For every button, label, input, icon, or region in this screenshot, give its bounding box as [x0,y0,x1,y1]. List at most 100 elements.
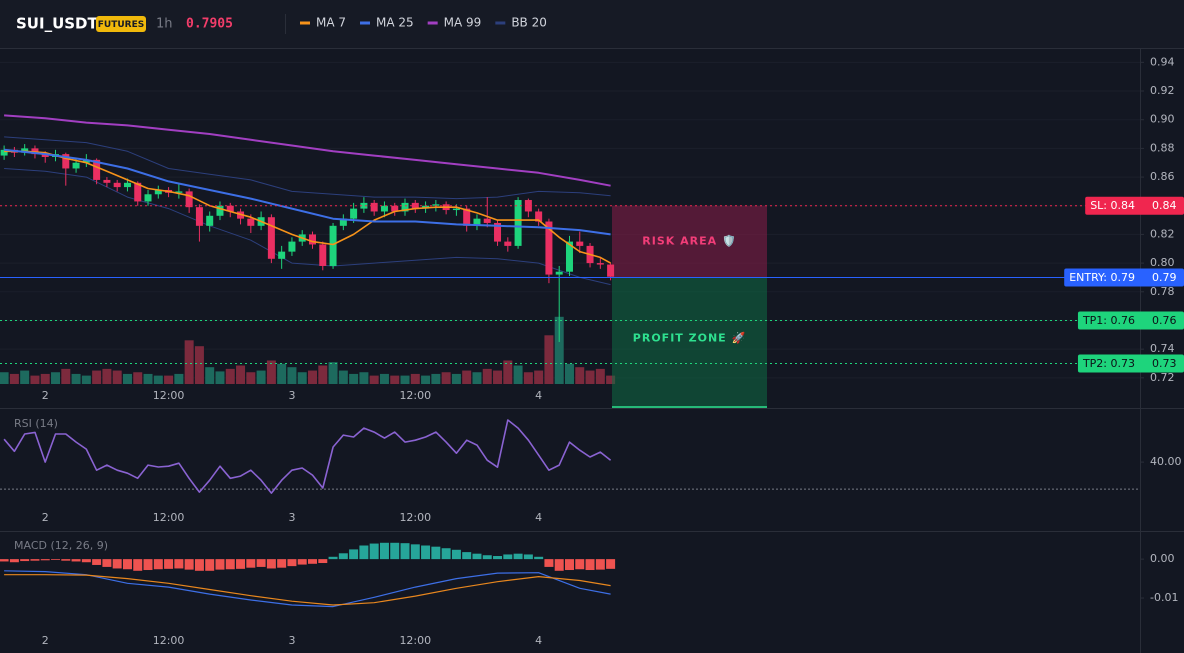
volume-bar [184,340,194,384]
macd-histogram [266,559,276,569]
interval: 1h [156,17,173,32]
volume-bar [297,372,307,384]
volume-bar [503,360,513,384]
x-tick-label: 2 [42,389,49,402]
macd-histogram [194,559,204,571]
volume-bar [20,370,30,384]
candle-body [360,202,368,209]
header-bar [0,0,1184,48]
candle-body [401,202,409,212]
candle-body [72,162,80,169]
volume-bar [338,370,348,384]
volume-bar [215,371,225,384]
x-tick-label: 3 [288,511,295,524]
macd-histogram [20,559,30,562]
candle-body [113,182,121,188]
macd-histogram [349,549,359,560]
volume-bar [277,363,287,384]
zone-label: RISK AREA 🛡️ [642,235,736,248]
x-tick-label: 3 [288,389,295,402]
volume-bar [328,362,338,384]
x-tick-label: 4 [535,634,542,647]
y-tick-label: 0.80 [1150,256,1175,269]
profit-zone [612,277,767,408]
candle-body [62,154,70,169]
volume-bar [307,370,317,384]
volume-bar [266,360,276,384]
volume-bar [81,375,91,384]
macd-histogram [554,559,564,571]
level-label: SL: 0.84 [1090,199,1135,212]
candle-body [134,182,142,202]
volume-bar [246,372,256,384]
macd-histogram [133,559,143,571]
macd-histogram [451,549,461,560]
bb-upper [4,136,611,200]
macd-histogram [297,559,307,565]
volume-bar [194,346,204,384]
candle-body [154,189,162,195]
x-tick-label: 3 [288,634,295,647]
macd-histogram [256,559,266,567]
volume-bar [421,375,431,384]
macd-histogram [359,545,369,560]
volume-bar [493,370,503,384]
volume-bar [225,368,235,384]
candle-body [226,205,234,212]
candle-body [565,241,573,272]
level-label: ENTRY: 0.79 [1069,271,1135,284]
macd-histogram [421,545,431,560]
candle-body [494,222,502,242]
macd-histogram [534,556,544,560]
candle-body [123,182,131,188]
volume-bar [61,368,71,384]
candle-body [432,204,440,206]
x-tick-label: 12:00 [399,634,431,647]
macd-histogram [164,559,174,569]
macd-histogram [205,559,215,571]
macd-histogram [400,543,410,560]
volume-bar [164,375,174,384]
macd-histogram [493,556,503,560]
badge: FUTURES [98,20,144,30]
level-price: 0.76 [1152,314,1177,327]
macd-histogram [184,559,194,570]
macd-histogram [287,559,297,567]
y-tick-label: 0.92 [1150,84,1175,97]
macd-line [4,570,611,608]
macd-histogram [122,559,132,570]
level-label: TP1: 0.76 [1082,314,1135,327]
volume-bar [318,365,328,384]
volume-bar [513,365,523,384]
badge-bg [96,16,146,32]
macd-histogram [40,559,50,561]
volume-bar [554,316,564,384]
macd-histogram [81,559,91,563]
candle-body [175,191,183,193]
candle-body [391,205,399,212]
x-tick-label: 4 [535,511,542,524]
volume-bar [102,368,112,384]
macd-histogram [277,559,287,568]
moving-average [3,148,611,236]
y-tick-label: 0.72 [1150,371,1175,384]
candle-body [185,191,193,208]
volume-bar [153,375,163,384]
y-tick-label: -0.01 [1150,591,1178,604]
macd-histogram [379,542,389,560]
volume-bar [595,368,605,384]
candle-body [473,218,481,226]
volume-bar [0,372,9,384]
candle-body [380,205,388,212]
candle-body [267,217,275,259]
volume-bar [174,373,184,384]
macd-histogram [143,559,153,571]
volume-bar [472,372,482,384]
volume-bar [236,365,246,384]
macd-histogram [575,559,585,570]
macd-histogram [0,559,9,562]
candle-body [195,207,203,226]
candle-body [514,200,522,246]
rsi-line [3,419,612,494]
